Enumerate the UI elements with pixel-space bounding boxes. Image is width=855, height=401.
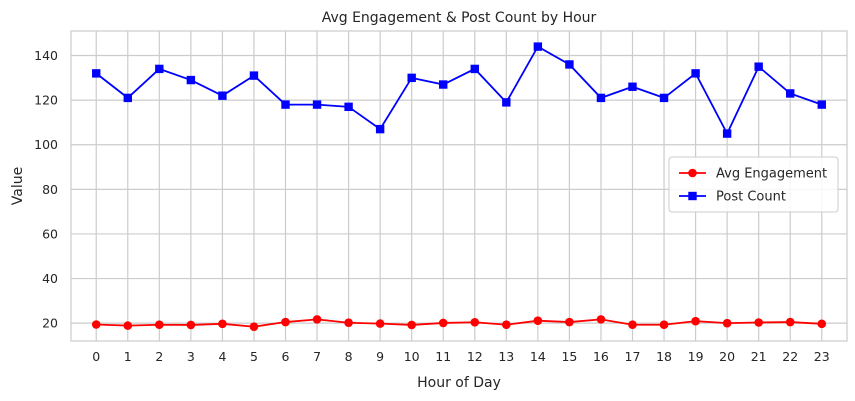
avg-engagement-point xyxy=(407,320,416,330)
x-tick-label: 6 xyxy=(282,349,290,364)
post-count-point xyxy=(817,100,826,109)
x-tick-label: 4 xyxy=(218,349,226,364)
legend-box xyxy=(668,156,839,213)
post-count-line xyxy=(95,45,823,136)
legend-label-post-count: Post Count xyxy=(716,190,786,205)
post-count-point xyxy=(596,93,606,103)
legend-marker-post-count xyxy=(688,191,697,201)
y-tick-label: 40 xyxy=(42,271,58,286)
post-count-point xyxy=(218,91,227,100)
legend-item-avg-engagement: Avg Engagement xyxy=(679,167,827,182)
post-count-point xyxy=(502,98,511,107)
avg-engagement-point xyxy=(659,320,669,330)
avg-engagement-point xyxy=(596,315,606,324)
chart-title: Avg Engagement & Post Count by Hour xyxy=(322,10,597,26)
x-tick-label: 23 xyxy=(814,349,830,364)
x-tick-label: 2 xyxy=(155,349,163,364)
y-axis-label: Value xyxy=(10,167,26,205)
y-tick-label: 120 xyxy=(34,93,58,108)
avg-engagement-point xyxy=(691,316,700,326)
post-count-point xyxy=(281,100,290,109)
x-tick-label: 0 xyxy=(92,349,100,364)
post-count-point xyxy=(754,62,763,71)
post-count-point xyxy=(249,71,259,80)
x-tick-label: 13 xyxy=(498,349,514,364)
x-tick-label: 15 xyxy=(561,349,577,364)
post-count-point xyxy=(155,64,164,74)
x-axis-label: Hour of Day xyxy=(417,375,501,391)
post-count-point xyxy=(92,69,101,78)
avg-engagement-point xyxy=(722,318,732,328)
x-tick-label: 21 xyxy=(751,349,767,364)
y-tick-label: 140 xyxy=(34,48,58,63)
avg-engagement-point xyxy=(312,315,322,324)
post-count-point xyxy=(691,69,700,78)
legend-marker-avg-engagement xyxy=(688,168,697,178)
avg-engagement-point xyxy=(249,322,259,332)
x-tick-label: 12 xyxy=(467,349,483,364)
post-count-point xyxy=(659,93,669,103)
legend: Avg Engagement Post Count xyxy=(668,156,839,213)
avg-engagement-point xyxy=(344,318,353,328)
post-count-point xyxy=(628,82,637,91)
x-tick-label: 11 xyxy=(435,349,451,364)
post-count-point xyxy=(439,80,448,89)
x-tick-label: 22 xyxy=(782,349,798,364)
post-count-point xyxy=(533,42,543,51)
plot-area-frame xyxy=(70,30,848,342)
avg-engagement-point xyxy=(123,321,133,330)
avg-engagement-point xyxy=(628,320,637,330)
x-tick-label: 5 xyxy=(250,349,258,364)
avg-engagement-point xyxy=(754,318,763,327)
avg-engagement-point xyxy=(565,317,574,327)
avg-engagement-point xyxy=(155,320,164,330)
y-tick-label: 20 xyxy=(42,316,58,331)
x-tick-label: 19 xyxy=(688,349,704,364)
legend-label-avg-engagement: Avg Engagement xyxy=(716,167,827,182)
x-tick-label: 3 xyxy=(187,349,195,364)
post-count-point xyxy=(470,64,479,74)
x-tick-label: 17 xyxy=(625,349,641,364)
x-tick-label: 7 xyxy=(313,349,321,364)
avg-engagement-point xyxy=(470,317,480,327)
avg-engagement-point xyxy=(533,316,543,326)
series-layer xyxy=(91,42,827,332)
avg-engagement-point xyxy=(502,320,511,330)
avg-engagement-point xyxy=(281,317,290,327)
y-tick-label: 100 xyxy=(34,137,58,152)
y-tick-label: 80 xyxy=(42,182,58,197)
tick-labels: 0 1 2 3 4 5 6 7 8 9 10 11 12 13 14 15 16 17 18 19 20 21 22 2320… xyxy=(34,48,830,364)
avg-engagement-point xyxy=(785,317,795,327)
y-tick-label: 60 xyxy=(42,226,58,241)
avg-engagement-point xyxy=(817,319,827,329)
x-tick-label: 14 xyxy=(530,349,546,364)
post-count-point xyxy=(407,73,416,83)
x-tick-label: 16 xyxy=(593,349,609,364)
x-tick-label: 10 xyxy=(404,349,420,364)
post-count-point xyxy=(565,60,574,69)
post-count-point xyxy=(722,129,732,138)
x-tick-label: 20 xyxy=(719,349,735,364)
x-tick-label: 1 xyxy=(124,349,132,364)
x-tick-label: 9 xyxy=(376,349,384,364)
avg-engagement-point xyxy=(186,320,196,330)
post-count-point xyxy=(344,102,353,112)
post-count-point xyxy=(123,93,132,103)
post-count-point xyxy=(786,89,795,98)
series-avg-engagement xyxy=(91,315,827,332)
series-post-count xyxy=(92,42,826,138)
avg-engagement-point xyxy=(91,320,101,329)
x-tick-label: 18 xyxy=(656,349,672,364)
avg-engagement-line xyxy=(96,318,822,328)
post-count-point xyxy=(375,124,385,134)
x-tick-label: 8 xyxy=(345,349,353,364)
post-count-point xyxy=(312,100,322,109)
avg-engagement-point xyxy=(218,319,227,329)
post-count-point xyxy=(186,75,196,85)
avg-engagement-point xyxy=(375,319,385,328)
avg-engagement-point xyxy=(438,318,448,328)
legend-item-post-count: Post Count xyxy=(679,190,786,205)
